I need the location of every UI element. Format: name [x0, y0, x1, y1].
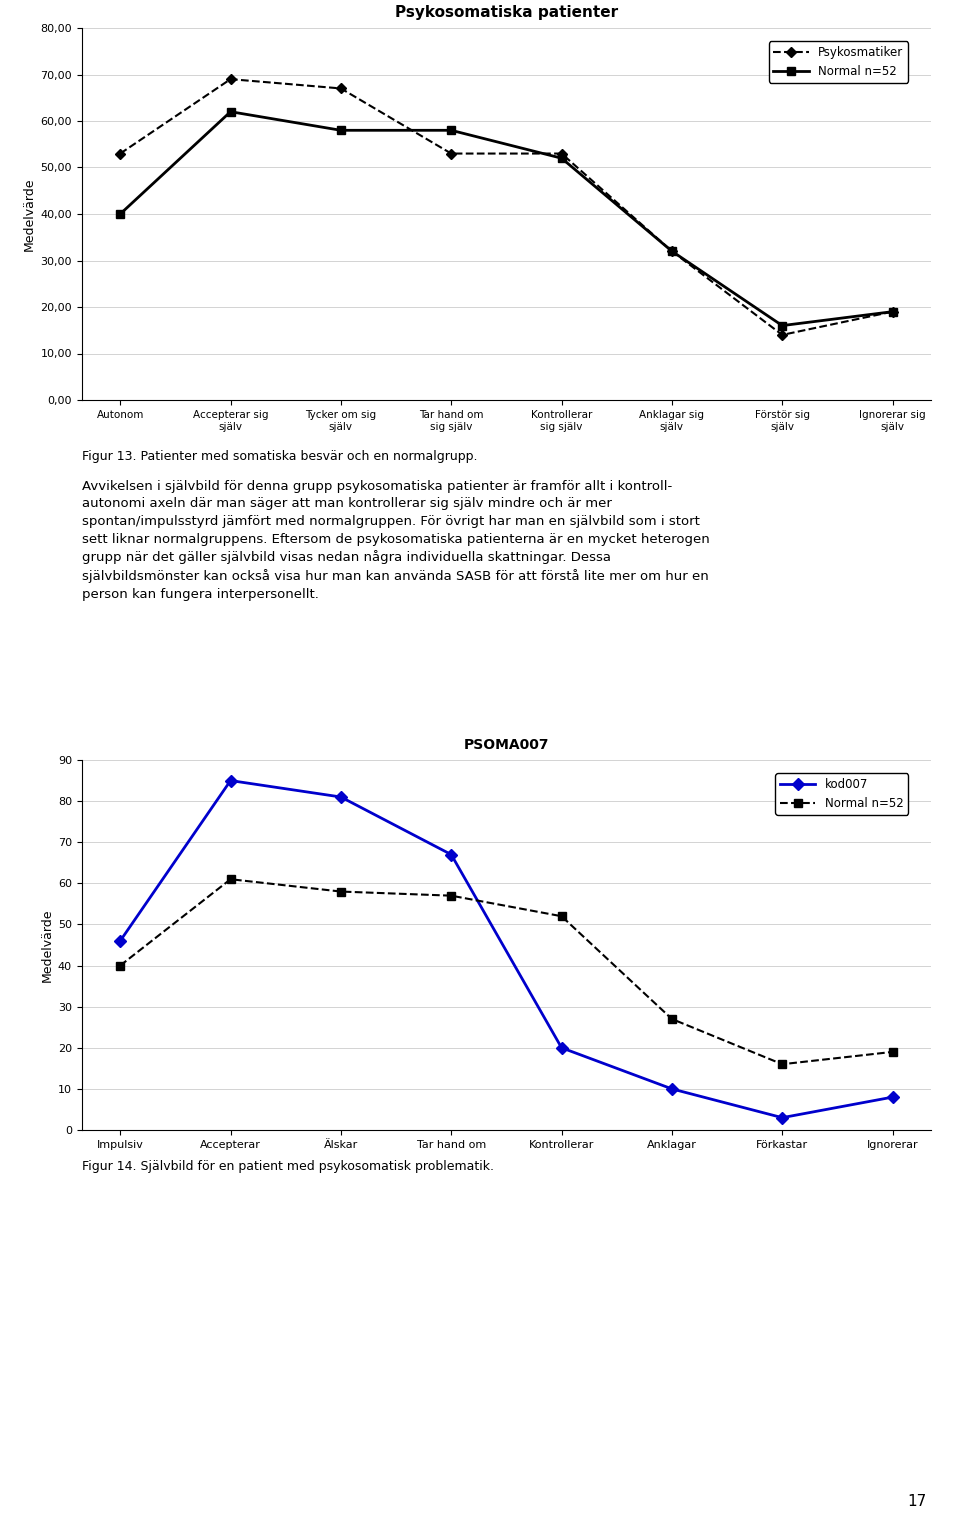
- kod007: [666, 1080, 678, 1098]
- kod007: [225, 771, 236, 789]
- Normal n=52: [666, 243, 678, 261]
- Psykosmatiker: [445, 145, 457, 163]
- Title: Psykosomatiska patienter: Psykosomatiska patienter: [395, 5, 618, 20]
- Normal n=52: [887, 1043, 899, 1061]
- Psykosmatiker: [225, 70, 236, 89]
- Normal n=52: [556, 907, 567, 925]
- Normal n=52: [445, 887, 457, 906]
- Text: Avvikelsen i självbild för denna grupp psykosomatiska patienter är framför allt : Avvikelsen i självbild för denna grupp p…: [82, 479, 709, 600]
- Text: 17: 17: [907, 1493, 926, 1509]
- Line: kod007: kod007: [116, 776, 897, 1122]
- Y-axis label: Medelvärde: Medelvärde: [40, 909, 54, 982]
- Y-axis label: Medelvärde: Medelvärde: [23, 177, 36, 250]
- Normal n=52: [556, 150, 567, 168]
- Psykosmatiker: [887, 302, 899, 321]
- Title: PSOMA007: PSOMA007: [464, 738, 549, 751]
- kod007: [777, 1109, 788, 1127]
- Normal n=52: [666, 1009, 678, 1028]
- Psykosmatiker: [666, 243, 678, 261]
- kod007: [556, 1038, 567, 1057]
- kod007: [887, 1087, 899, 1106]
- Normal n=52: [887, 302, 899, 321]
- kod007: [114, 931, 126, 950]
- Normal n=52: [114, 956, 126, 974]
- kod007: [445, 846, 457, 864]
- Normal n=52: [225, 870, 236, 889]
- Normal n=52: [777, 1055, 788, 1073]
- Text: Figur 14. Självbild för en patient med psykosomatisk problematik.: Figur 14. Självbild för en patient med p…: [82, 1161, 493, 1173]
- Normal n=52: [445, 121, 457, 139]
- Psykosmatiker: [335, 79, 347, 98]
- Normal n=52: [225, 102, 236, 121]
- Psykosmatiker: [556, 145, 567, 163]
- Line: Psykosmatiker: Psykosmatiker: [117, 76, 896, 339]
- Line: Normal n=52: Normal n=52: [116, 107, 897, 330]
- kod007: [335, 788, 347, 806]
- Psykosmatiker: [114, 145, 126, 163]
- Text: Figur 13. Patienter med somatiska besvär och en normalgrupp.: Figur 13. Patienter med somatiska besvär…: [82, 450, 477, 463]
- Normal n=52: [777, 316, 788, 334]
- Normal n=52: [114, 205, 126, 223]
- Line: Normal n=52: Normal n=52: [116, 875, 897, 1069]
- Normal n=52: [335, 121, 347, 139]
- Legend: kod007, Normal n=52: kod007, Normal n=52: [776, 773, 908, 814]
- Psykosmatiker: [777, 325, 788, 344]
- Normal n=52: [335, 883, 347, 901]
- Legend: Psykosmatiker, Normal n=52: Psykosmatiker, Normal n=52: [769, 41, 908, 82]
